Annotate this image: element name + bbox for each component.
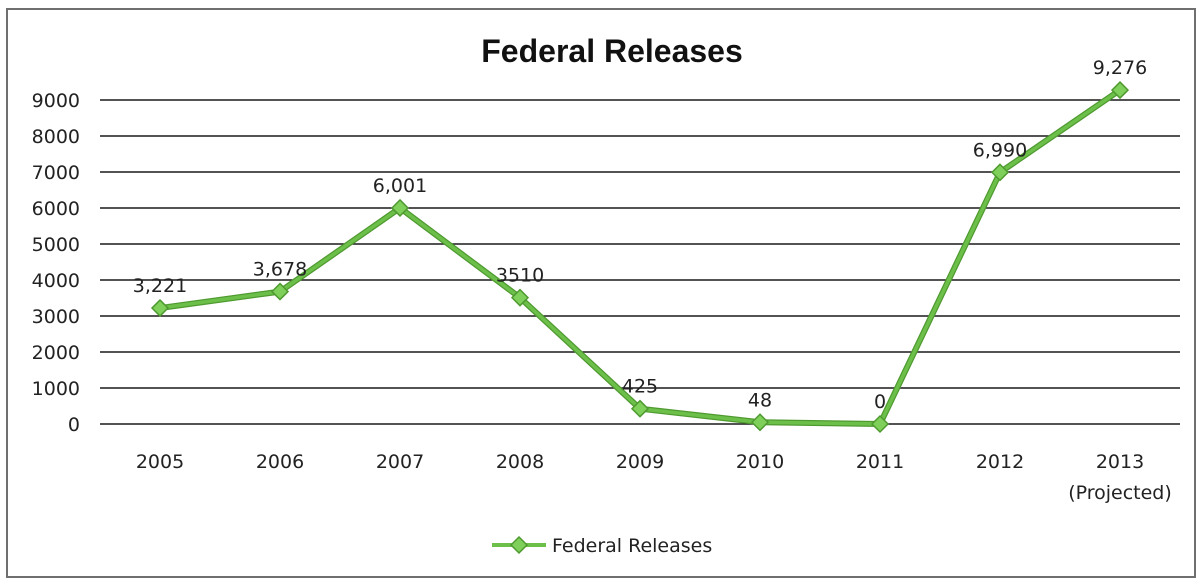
x-tick-label: 2008 [496,451,544,473]
data-point-marker [750,413,770,432]
x-tick-label: 2009 [616,451,664,473]
y-tick-label: 4000 [32,270,80,292]
data-markers [150,81,1130,434]
data-point-marker [510,288,530,307]
x-tick-label: 2006 [256,451,304,473]
y-tick-label: 0 [68,414,80,436]
data-label: 3,221 [133,275,187,297]
x-tick-label: 2011 [856,451,904,473]
y-tick-label: 3000 [32,306,80,328]
data-point-marker [1110,81,1130,100]
data-label: 48 [748,389,772,411]
data-labels: 3,221 3,678 6,001 3510 425 48 0 6,990 9,276 [133,57,1147,413]
gridlines [100,99,1180,425]
x-tick-label: 2012 [976,451,1024,473]
y-tick-label: 8000 [32,126,80,148]
chart-frame [6,8,1196,578]
y-tick-label: 9000 [32,90,80,112]
data-point-marker [870,414,890,434]
data-point-marker [270,282,290,301]
legend-label: Federal Releases [552,535,712,557]
data-label: 6,001 [373,175,427,197]
data-point-marker [150,298,170,318]
y-tick-label: 1000 [32,378,80,400]
x-tick-label: 2013 [1096,451,1144,473]
legend: Federal Releases [492,535,712,557]
data-label: 9,276 [1093,57,1147,79]
data-label: 425 [622,376,658,398]
x-tick-label: 2007 [376,451,424,473]
data-point-marker [990,163,1010,182]
data-point-marker [630,399,650,418]
y-axis-ticks: 0 1000 2000 3000 4000 5000 6000 7000 8000 9000 [32,90,80,436]
data-label: 3510 [496,265,544,287]
data-label: 0 [874,391,886,413]
x-tick-sublabel: (Projected) [1068,482,1172,504]
y-tick-label: 7000 [32,162,80,184]
x-tick-label: 2010 [736,451,784,473]
data-label: 6,990 [973,139,1027,161]
data-label: 3,678 [253,259,307,281]
x-axis-ticks: 2005 2006 2007 2008 2009 2010 2011 2012 2013 (Pro… [136,451,1172,504]
y-tick-label: 6000 [32,198,80,220]
data-point-marker [390,198,410,218]
legend-marker-icon [509,535,529,555]
x-tick-label: 2005 [136,451,184,473]
y-tick-label: 5000 [32,234,80,256]
y-tick-label: 2000 [32,342,80,364]
chart-title: Federal Releases [481,33,743,69]
